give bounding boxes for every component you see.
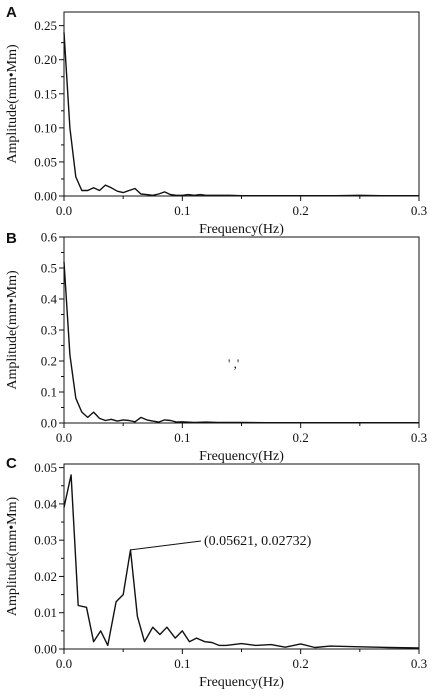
x-tick-label: 0.1 — [174, 656, 190, 671]
x-tick-label: 0.3 — [411, 656, 427, 671]
series-line — [63, 32, 419, 197]
x-tick-label: 0.2 — [293, 430, 309, 445]
y-tick-label: 0.3 — [41, 323, 57, 338]
chart-panel-b: B 0.0 0.1 0.2 0.3 0.0 0.1 0.2 0.3 0.4 0.5 0.6 Freque… — [5, 230, 427, 465]
y-tick-label: 0.02 — [34, 569, 57, 584]
x-axis-title: Frequency(Hz) — [199, 449, 284, 464]
y-axis-title: Amplitude(mm•Mm) — [5, 270, 20, 390]
x-axis-title: Frequency(Hz) — [199, 222, 284, 237]
series-line — [63, 261, 419, 424]
x-tick-label: 0.1 — [174, 203, 190, 218]
panel-label: C — [6, 455, 17, 472]
panel-label: B — [6, 230, 17, 247]
y-tick-label: 0.0 — [41, 416, 57, 431]
y-axis-title: Amplitude(mm•Mm) — [5, 44, 20, 164]
panel-label: A — [6, 4, 17, 21]
y-tick-label: 0.03 — [34, 533, 57, 548]
stray-mark: ' ,' — [228, 356, 239, 371]
x-tick-label: 0.3 — [411, 203, 427, 218]
y-tick-label: 0.05 — [34, 460, 57, 475]
x-axis-title: Frequency(Hz) — [199, 675, 284, 690]
x-tick-label: 0.2 — [293, 656, 309, 671]
series-line — [63, 474, 420, 649]
y-tick-label: 0.15 — [34, 86, 57, 101]
x-tick-label: 0.0 — [56, 656, 72, 671]
x-tick-label: 0.0 — [56, 203, 72, 218]
chart-panel-c: C 0.0 0.1 0.2 0.3 0.00 0.01 0.02 0.03 0.04 0.05 Fre… — [5, 455, 427, 690]
chart-panel-a: A 0.0 0.1 0.2 0.3 0.00 0.05 0.10 0.15 0.20 0.25 Fre… — [5, 4, 427, 237]
y-tick-label: 0.4 — [41, 292, 58, 307]
y-tick-label: 0.10 — [34, 120, 57, 135]
y-tick-label: 0.20 — [34, 52, 57, 67]
y-tick-label: 0.01 — [34, 605, 57, 620]
x-tick-label: 0.2 — [293, 203, 309, 218]
plot-frame — [63, 236, 420, 424]
y-tick-label: 0.05 — [34, 154, 57, 169]
annotation-leader — [130, 540, 202, 551]
y-tick-label: 0.00 — [34, 189, 57, 204]
y-tick-label: 0.5 — [41, 261, 57, 276]
y-tick-label: 0.04 — [34, 496, 57, 511]
x-tick-label: 0.3 — [411, 430, 427, 445]
plot-frame — [63, 11, 420, 197]
x-tick-label: 0.0 — [56, 430, 72, 445]
y-tick-label: 0.2 — [41, 354, 57, 369]
annotation-label: (0.05621, 0.02732) — [204, 534, 312, 549]
y-tick-label: 0.25 — [34, 18, 57, 33]
plot-frame — [63, 463, 420, 650]
y-axis-title: Amplitude(mm•Mm) — [5, 497, 20, 617]
x-tick-label: 0.1 — [174, 430, 190, 445]
y-tick-label: 0.1 — [41, 385, 57, 400]
y-tick-label: 0.6 — [41, 230, 58, 245]
y-tick-label: 0.00 — [34, 642, 57, 657]
